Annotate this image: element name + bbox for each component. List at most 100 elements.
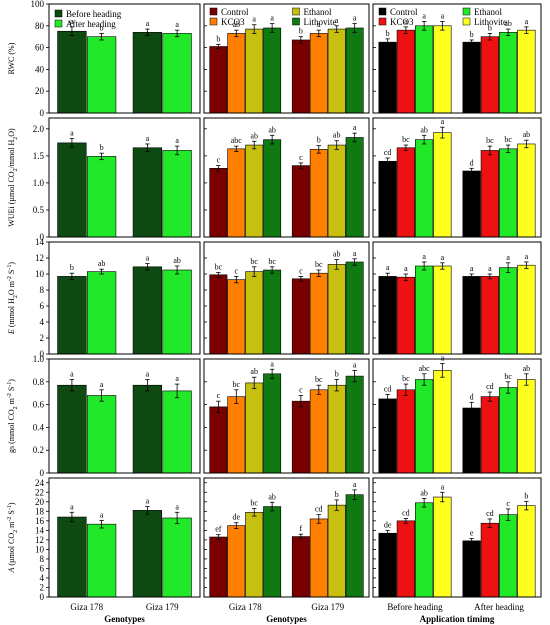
bar — [57, 142, 87, 238]
significance-letter: ab — [250, 367, 258, 376]
significance-letter: a — [146, 254, 150, 263]
y-tick-label: 14 — [35, 237, 45, 247]
bar — [227, 396, 246, 474]
significance-letter: a — [470, 264, 474, 273]
legend-swatch — [462, 17, 471, 26]
bar — [227, 525, 246, 598]
y-tick-label: 1.0 — [33, 354, 45, 364]
panel-frame — [372, 358, 542, 474]
bar — [345, 494, 364, 598]
significance-letter: b — [524, 491, 528, 500]
bar — [462, 407, 481, 474]
legend-swatch — [378, 7, 387, 16]
significance-letter: b — [386, 29, 390, 38]
y-tick-label: 12 — [35, 253, 44, 263]
significance-letter: c — [217, 156, 221, 165]
significance-letter: a — [441, 354, 445, 363]
x-tick-label: Before heading — [387, 602, 443, 612]
x-group-label: Genotypes — [104, 614, 145, 624]
significance-letter: f — [300, 524, 303, 533]
significance-letter: a — [70, 129, 74, 138]
significance-letter: bc — [268, 257, 276, 266]
y-tick-label: 14 — [35, 525, 45, 535]
significance-letter: ab — [173, 256, 181, 265]
bar — [291, 400, 310, 474]
bar — [517, 264, 536, 355]
bar — [414, 502, 434, 598]
significance-letter: e — [470, 528, 474, 537]
bar — [378, 276, 397, 355]
significance-letter: a — [317, 20, 321, 29]
significance-letter: a — [353, 249, 357, 258]
y-tick-label: 22 — [35, 487, 44, 497]
significance-letter: a — [70, 17, 74, 26]
bar — [209, 168, 228, 238]
bar — [245, 271, 264, 355]
significance-letter: de — [233, 513, 241, 522]
significance-letter: de — [384, 520, 392, 529]
panel: a a b a — [48, 117, 201, 238]
significance-letter: a — [404, 264, 408, 273]
bar — [162, 33, 192, 114]
significance-letter: ab — [233, 20, 241, 29]
bar — [433, 265, 452, 355]
legend-label: After heading — [66, 19, 116, 29]
bar — [433, 496, 452, 598]
bar — [209, 274, 228, 355]
significance-letter: a — [422, 11, 426, 20]
panel: cd d bc bc ab bc a ab — [372, 117, 542, 238]
bar — [414, 379, 434, 474]
bar — [414, 25, 434, 114]
significance-letter: cd — [486, 382, 494, 391]
y-tick-label: 20 — [35, 86, 45, 96]
bar — [462, 41, 481, 114]
bar — [480, 36, 499, 114]
legend-swatch — [378, 17, 387, 26]
significance-letter: b — [335, 490, 339, 499]
significance-letter: b — [488, 23, 492, 32]
y-tick-label: 20 — [35, 497, 45, 507]
y-tick-label: 4 — [40, 573, 45, 583]
panel: a a a a — [48, 358, 201, 474]
panel-frame — [48, 117, 201, 238]
bar — [291, 536, 310, 598]
significance-letter: c — [299, 385, 303, 394]
legend-swatch — [209, 7, 218, 16]
significance-letter: a — [146, 134, 150, 143]
bar — [57, 384, 87, 474]
legend-label: Control — [390, 7, 418, 17]
bar — [162, 390, 192, 474]
significance-letter: a — [175, 374, 179, 383]
bar — [309, 272, 328, 355]
bar — [263, 27, 282, 114]
panel-frame — [372, 477, 542, 598]
panel-frame — [48, 3, 201, 114]
significance-letter: bc — [250, 498, 258, 507]
significance-letter: c — [235, 266, 239, 275]
significance-letter: abc — [231, 136, 243, 145]
y-tick-label: 6 — [40, 563, 45, 573]
bar — [396, 29, 415, 114]
legend-swatch — [292, 7, 300, 16]
significance-letter: ef — [215, 525, 222, 534]
bar — [378, 41, 397, 114]
bar — [57, 276, 87, 355]
bar — [132, 32, 163, 114]
y-tick-label: 80 — [35, 21, 45, 31]
significance-letter: bc — [486, 136, 494, 145]
bar — [209, 46, 228, 114]
significance-letter: a — [100, 380, 104, 389]
bar — [378, 398, 397, 474]
bar — [309, 389, 328, 474]
panel: a a a a a a a a — [372, 241, 542, 355]
y-tick-label: 0 — [40, 349, 45, 359]
legend-label: Before heading — [66, 9, 122, 19]
panel-frame — [372, 3, 542, 114]
bar — [327, 144, 346, 238]
significance-letter: a — [270, 14, 274, 23]
significance-letter: bc — [315, 260, 323, 269]
